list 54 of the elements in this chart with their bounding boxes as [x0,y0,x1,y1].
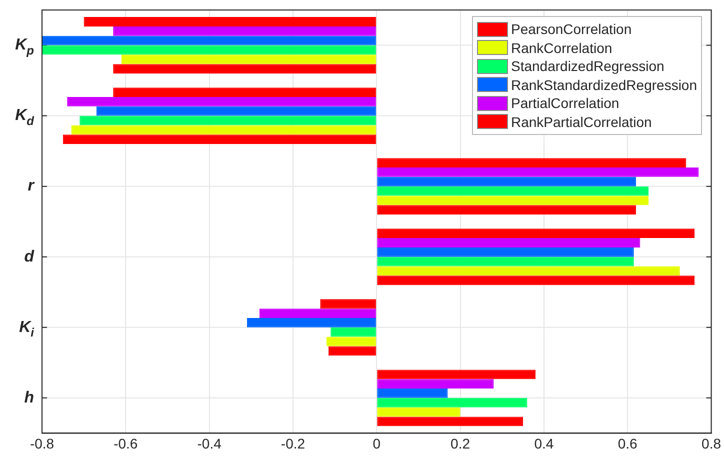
x-tick-label: 0 [372,435,381,452]
legend-label: RankStandardizedRegression [511,76,697,93]
y-tick-label: r [28,178,35,195]
x-tick-label: 0.8 [702,435,722,452]
y-tick-label: d [24,248,36,266]
bar [328,346,376,356]
bar [377,196,649,206]
bar [320,299,376,309]
bar [80,116,376,126]
bar [377,186,649,196]
y-tick-label: h [24,389,34,406]
bar [377,379,494,389]
bar [377,370,536,380]
bar [62,134,376,144]
bar [377,238,640,248]
bar [377,266,680,276]
bar [330,327,376,337]
x-tick-label: 0.6 [618,435,638,452]
bar [377,158,686,168]
bar [377,276,695,286]
x-tick-label: 0.4 [534,435,554,452]
x-tick-label: -0.4 [197,435,222,452]
bar [113,88,376,97]
bar [96,106,376,116]
x-tick-label: 0.2 [450,435,470,452]
bar [113,26,376,36]
bar [377,416,524,426]
bar [84,17,376,26]
bar [326,336,376,346]
bar [67,96,376,106]
bar [42,45,376,55]
x-tick-label: -0.2 [280,435,306,452]
bar [377,398,528,408]
legend-label: RankCorrelation [511,40,612,56]
x-tick-label: -0.6 [114,435,138,452]
bar [121,54,376,64]
bar [246,318,376,328]
bar [377,176,636,186]
bar [42,36,376,46]
legend-label: PearsonCorrelation [511,21,632,38]
x-tick-label: -0.8 [30,435,54,452]
bar [377,388,448,398]
bar [71,125,376,135]
bar [377,247,634,257]
bar [113,64,376,74]
bar [260,308,376,318]
bar [377,256,634,266]
bar [377,228,695,238]
legend-label: StandardizedRegression [511,58,664,74]
legend-label: PartialCorrelation [511,95,620,112]
bar [377,205,636,215]
bar [377,407,460,417]
legend-label: RankPartialCorrelation [511,114,652,130]
bar [377,168,699,177]
